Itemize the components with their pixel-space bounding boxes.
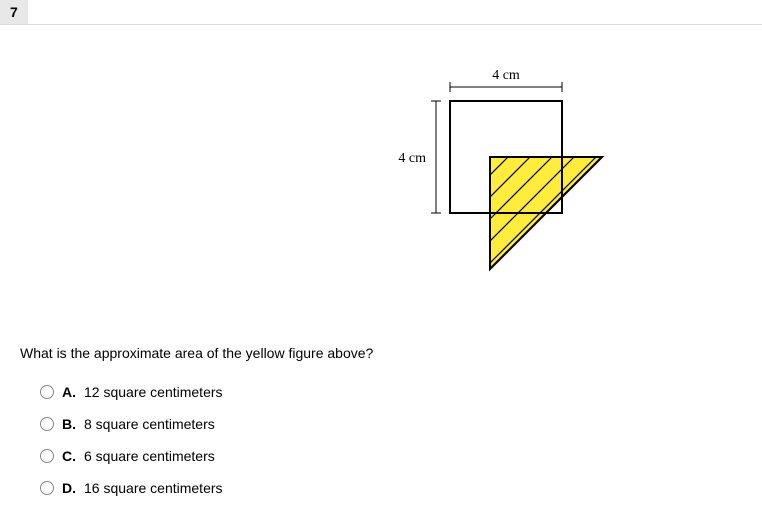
choice-text: 6 square centimeters — [84, 448, 215, 464]
choice-b[interactable]: B. 8 square centimeters — [40, 408, 742, 440]
choice-letter: D. — [62, 480, 84, 496]
choice-a[interactable]: A. 12 square centimeters — [40, 376, 742, 408]
radio-icon[interactable] — [40, 385, 54, 399]
choice-c[interactable]: C. 6 square centimeters — [40, 440, 742, 472]
radio-icon[interactable] — [40, 417, 54, 431]
choice-text: 8 square centimeters — [84, 416, 215, 432]
geometry-figure: 4 cm 4 cm — [360, 65, 640, 285]
question-text: What is the approximate area of the yell… — [0, 335, 762, 376]
question-number: 7 — [0, 0, 28, 24]
choices-list: A. 12 square centimeters B. 8 square cen… — [0, 376, 762, 524]
svg-text:4 cm: 4 cm — [492, 68, 520, 83]
choice-letter: B. — [62, 416, 84, 432]
choice-text: 16 square centimeters — [84, 480, 223, 496]
choice-letter: A. — [62, 384, 84, 400]
figure-area: 4 cm 4 cm — [0, 25, 762, 335]
question-header: 7 — [0, 0, 762, 25]
choice-letter: C. — [62, 448, 84, 464]
figure-wrapper: 4 cm 4 cm — [360, 65, 640, 288]
choice-text: 12 square centimeters — [84, 384, 223, 400]
radio-icon[interactable] — [40, 449, 54, 463]
choice-d[interactable]: D. 16 square centimeters — [40, 472, 742, 504]
radio-icon[interactable] — [40, 481, 54, 495]
svg-text:4 cm: 4 cm — [398, 151, 426, 166]
